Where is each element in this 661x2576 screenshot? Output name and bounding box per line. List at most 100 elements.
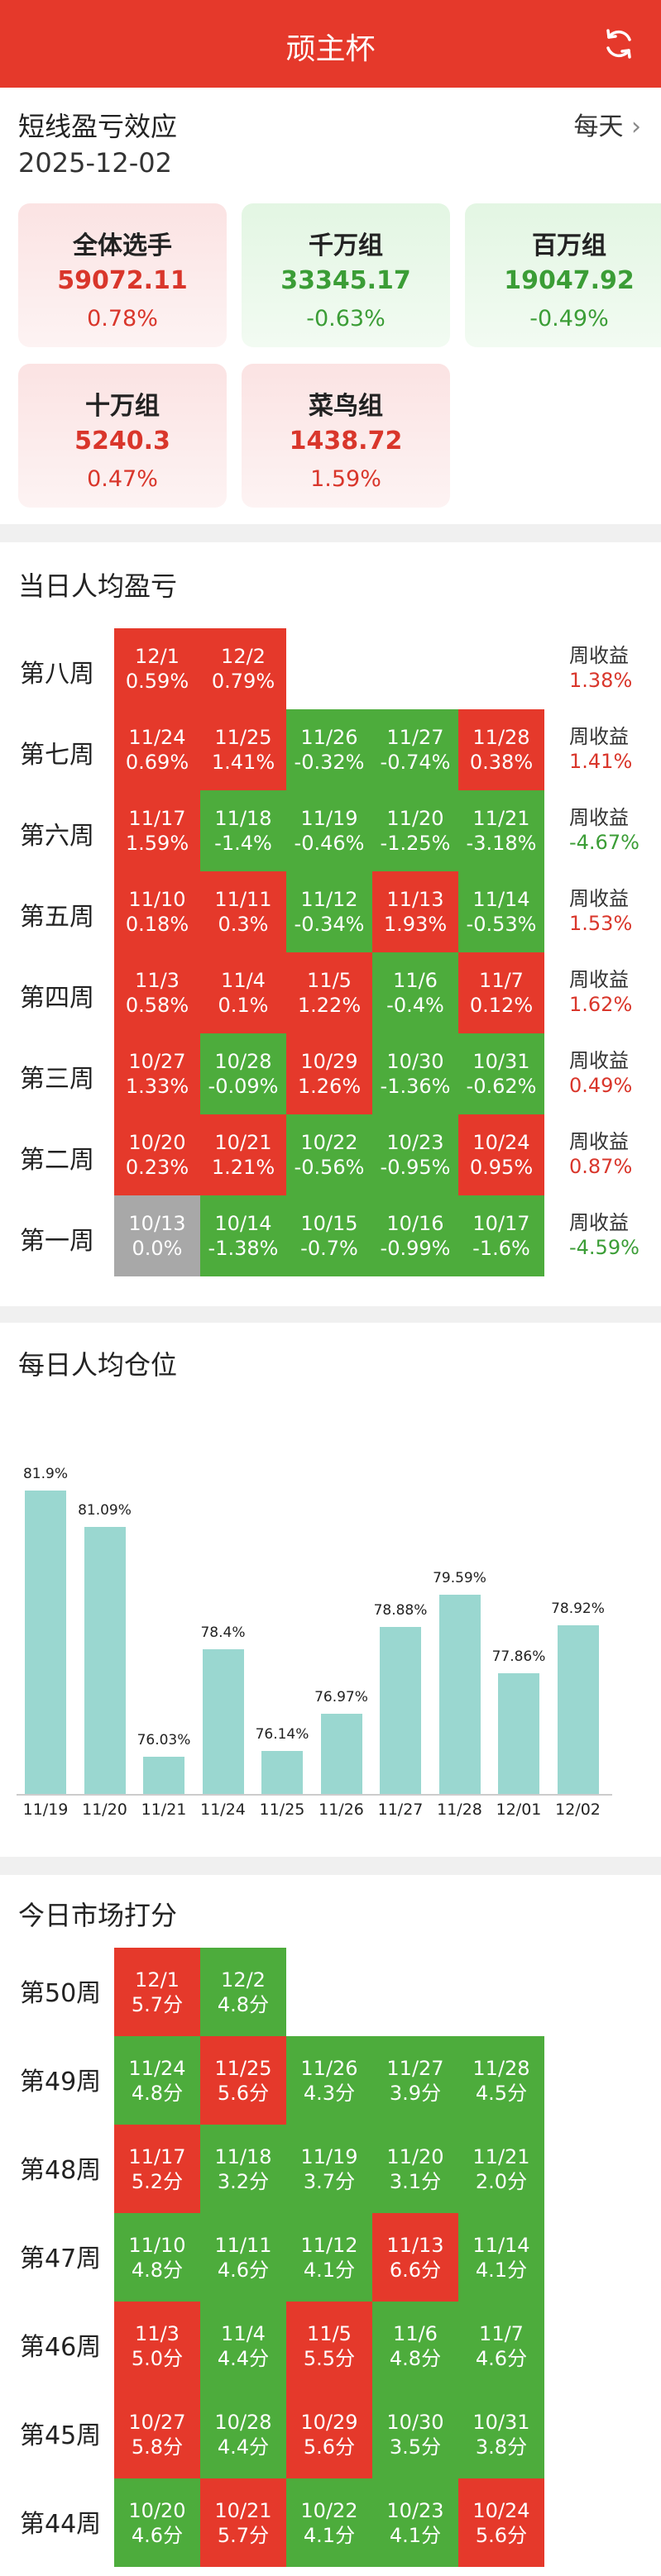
day-value: 4.8分 [389,2347,442,2370]
day-value: 4.6分 [131,2524,184,2547]
day-value: -1.4% [214,832,272,855]
day-cell: 12/1 5.7分 [114,1948,200,2036]
day-date: 11/5 [307,2322,352,2345]
bar-data-label: 76.97% [314,1689,368,1705]
refresh-icon[interactable] [601,26,636,61]
day-cell: 10/24 5.6分 [458,2478,544,2567]
day-value: -1.38% [208,1237,279,1260]
day-date: 11/11 [214,2234,272,2257]
day-value: 0.18% [125,913,189,936]
day-date: 11/7 [479,2322,524,2345]
day-cell: 10/29 1.26% [286,1033,372,1114]
week-label: 第七周 [20,741,94,770]
day-cell: 10/28 -0.09% [200,1033,286,1114]
chevron-right-icon: › [631,112,641,141]
day-date: 11/12 [300,888,358,911]
day-date: 10/23 [386,2499,444,2522]
day-cell: 10/29 5.6分 [286,2390,372,2478]
day-date: 10/24 [472,2499,530,2522]
day-cell: 11/14 4.1分 [458,2213,544,2302]
summary-section: 短线盈亏效应 每天 › 2025-12-02 全体选手 59072.11 0.78%… [0,88,661,524]
day-cell: 11/21 -3.18% [458,790,544,871]
day-value: -1.6% [472,1237,530,1260]
day-date: 11/27 [386,726,444,749]
week-total-label: 周收益 [569,806,629,829]
bar [25,1491,66,1794]
day-cell: 11/4 0.1% [200,952,286,1033]
day-cell: 11/25 1.41% [200,709,286,790]
day-value: 2.0分 [475,2170,528,2193]
day-cell: 11/21 2.0分 [458,2125,544,2213]
day-date: 10/24 [472,1131,530,1154]
day-value: 4.4分 [217,2347,270,2370]
day-cell: 12/1 0.59% [114,628,200,709]
day-value: 0.12% [469,994,534,1017]
day-value: 4.1分 [389,2524,442,2547]
week-total-value: 1.53% [569,912,633,935]
day-cell: 11/19 -0.46% [286,790,372,871]
day-date: 10/30 [386,2411,444,2434]
week-label: 第47周 [20,2244,102,2273]
period-selector[interactable]: 每天 › [573,106,641,142]
day-cell: 11/4 4.4分 [200,2302,286,2390]
day-cell: 11/26 -0.32% [286,709,372,790]
day-value: -0.34% [294,913,365,936]
bar-data-label: 78.92% [551,1600,605,1617]
group-card[interactable]: 菜鸟组 1438.72 1.59% [242,364,450,508]
group-value: 33345.17 [280,266,411,295]
score-title: 今日市场打分 [18,1900,178,1931]
day-value: -1.36% [380,1075,451,1098]
day-cell: 11/12 4.1分 [286,2213,372,2302]
week-total-label: 周收益 [569,644,629,667]
day-date: 10/27 [128,2411,186,2434]
week-total-label: 周收益 [569,1049,629,1072]
bar-data-label: 77.86% [491,1648,546,1665]
week-total-value: -4.67% [569,831,639,854]
day-date: 11/20 [386,2145,444,2168]
group-pct: -0.63% [306,306,386,332]
day-cell: 11/14 -0.53% [458,871,544,952]
day-date: 12/2 [221,645,266,668]
day-value: 4.8分 [217,1993,270,2016]
day-date: 10/28 [214,2411,272,2434]
day-value: 4.6分 [475,2347,528,2370]
group-card[interactable]: 全体选手 59072.11 0.78% [18,203,227,347]
day-date: 11/10 [128,888,186,911]
day-date: 10/22 [300,1131,358,1154]
day-date: 10/20 [128,1131,186,1154]
day-value: -0.56% [294,1156,365,1179]
day-cell: 11/18 3.2分 [200,2125,286,2213]
day-value: 1.21% [211,1156,275,1179]
day-cell: 10/28 4.4分 [200,2390,286,2478]
day-value: 5.6分 [475,2524,528,2547]
day-cell: 10/17 -1.6% [458,1195,544,1276]
day-date: 11/24 [128,2057,186,2080]
bar [380,1627,421,1794]
day-cell: 11/24 4.8分 [114,2036,200,2125]
group-pct: 0.78% [87,306,158,332]
week-total: 周收益 0.87% [569,1129,632,1179]
day-cell: 10/20 4.6分 [114,2478,200,2567]
day-date: 11/24 [128,726,186,749]
bar [202,1649,244,1794]
day-cell: 10/20 0.23% [114,1114,200,1195]
group-card[interactable]: 十万组 5240.3 0.47% [18,364,227,508]
day-cell: 11/6 -0.4% [372,952,458,1033]
day-value: 0.0% [132,1237,183,1260]
day-date: 11/27 [386,2057,444,2080]
day-value: -0.32% [294,751,365,774]
day-value: 0.59% [125,670,189,693]
day-value: 5.0分 [131,2347,184,2370]
group-card[interactable]: 千万组 33345.17 -0.63% [242,203,450,347]
group-value: 5240.3 [74,427,170,456]
day-date: 11/10 [128,2234,186,2257]
day-value: 0.95% [469,1156,534,1179]
group-card[interactable]: 百万组 19047.92 -0.49% [465,203,661,347]
bar-data-label: 76.14% [255,1726,309,1743]
week-total: 周收益 1.38% [569,643,632,693]
day-cell: 11/5 1.22% [286,952,372,1033]
day-date: 11/6 [393,2322,438,2345]
day-value: 5.2分 [131,2170,184,2193]
day-cell: 10/13 0.0% [114,1195,200,1276]
day-date: 10/30 [386,1050,444,1073]
